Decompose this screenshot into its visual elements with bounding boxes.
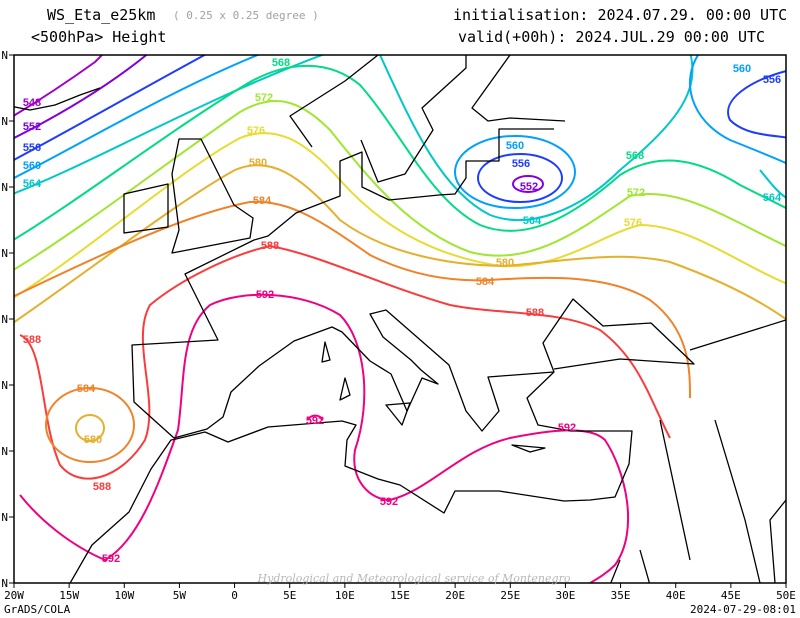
contour-labels: 548 552 556 560 564 588 568 572 576 580 … (23, 57, 782, 565)
contour-552-low (512, 175, 544, 193)
contour-564 (14, 55, 325, 195)
lon-tick-label: 50E (776, 589, 796, 602)
longitude-axis: 20W 15W 10W 5W 0 5E 10E 15E 20E 25E 30E 35E 40E 45E 50… (4, 583, 796, 602)
contour-label: 548 (23, 97, 41, 109)
contour-label: 556 (763, 74, 781, 86)
contour-556-ne (727, 70, 786, 139)
initialisation-time: initialisation: 2024.07.29. 00:00 UTC (453, 6, 787, 24)
contour-label: 584 (253, 195, 272, 207)
contour-label: 564 (523, 215, 542, 227)
contour-label: 552 (520, 181, 538, 193)
contour-label: 592 (102, 553, 120, 565)
contour-label: 588 (261, 240, 279, 252)
contour-572 (14, 100, 786, 271)
lat-tick-label: N (1, 181, 8, 194)
lat-tick-label: N (1, 511, 8, 524)
contour-576 (14, 132, 786, 299)
lon-tick-label: 35E (611, 589, 631, 602)
contour-label: 576 (247, 125, 265, 137)
contour-label: 580 (249, 157, 267, 169)
contour-label: 592 (558, 422, 576, 434)
contour-584-closed (45, 387, 135, 463)
contour-label: 588 (526, 307, 544, 319)
contour-label: 576 (624, 217, 642, 229)
contour-592-small (307, 414, 323, 421)
lon-tick-label: 45E (721, 589, 741, 602)
contour-564-low (379, 55, 786, 221)
contour-label: 584 (476, 276, 495, 288)
lon-tick-label: 5E (283, 589, 296, 602)
lon-tick-label: 10W (114, 589, 134, 602)
contour-label: 588 (23, 334, 41, 346)
contour-label: 556 (512, 158, 530, 170)
lat-tick-label: N (1, 313, 8, 326)
coastlines (14, 55, 786, 583)
contour-label: 552 (23, 121, 41, 133)
contour-580 (14, 164, 786, 324)
contour-label: 588 (93, 481, 111, 493)
lat-tick-label: N (1, 379, 8, 392)
contour-label: 580 (84, 434, 102, 446)
latitude-axis: N N N N N N N N N (1, 49, 14, 590)
contour-584 (14, 200, 691, 399)
lon-tick-label: 15W (59, 589, 79, 602)
lon-tick-label: 15E (390, 589, 410, 602)
contour-592 (19, 293, 629, 583)
watermark: Hydrological and Meteorological service … (257, 572, 571, 585)
contour-552 (14, 55, 148, 140)
contour-560-low (454, 135, 576, 209)
contour-560-ne (689, 55, 786, 165)
lon-tick-label: 20E (445, 589, 465, 602)
lon-tick-label: 25E (500, 589, 520, 602)
contour-label: 560 (733, 63, 751, 75)
contour-568 (14, 64, 786, 241)
lon-tick-label: 5W (173, 589, 187, 602)
map-area (14, 55, 786, 583)
contour-556-low (477, 153, 563, 203)
software-credit: GrADS/COLA (4, 603, 71, 616)
lat-tick-label: N (1, 247, 8, 260)
contour-label: 572 (627, 187, 645, 199)
contours (14, 55, 786, 583)
model-name: WS_Eta_e25km (47, 6, 155, 24)
contour-548 (14, 55, 104, 117)
resolution: ( 0.25 x 0.25 degree ) (173, 9, 319, 22)
contour-label: 564 (23, 178, 42, 190)
contour-label: 560 (23, 160, 41, 172)
contour-588 (19, 244, 671, 480)
lat-tick-label: N (1, 445, 8, 458)
contour-label: 592 (256, 289, 274, 301)
contour-label: 572 (255, 92, 273, 104)
generation-timestamp: 2024-07-29-08:01 (690, 603, 796, 616)
lat-tick-label: N (1, 115, 8, 128)
lon-tick-label: 30E (555, 589, 575, 602)
valid-time: valid(+00h): 2024.JUL.29 00:00 UTC (458, 28, 765, 46)
lon-tick-label: 10E (335, 589, 355, 602)
contour-556 (14, 55, 207, 161)
contour-label: 580 (496, 257, 514, 269)
lat-tick-label: N (1, 577, 8, 590)
lon-tick-label: 20W (4, 589, 24, 602)
contour-label: 564 (763, 192, 782, 204)
lon-tick-label: 0 (231, 589, 238, 602)
contour-label: 592 (306, 415, 324, 427)
contour-label: 568 (272, 57, 290, 69)
contour-label: 556 (23, 142, 41, 154)
contour-label: 592 (380, 496, 398, 508)
contour-580-closed (75, 414, 105, 442)
contour-label: 560 (506, 140, 524, 152)
contour-label: 568 (626, 150, 644, 162)
lon-tick-label: 40E (666, 589, 686, 602)
field-name: <500hPa> Height (31, 28, 166, 46)
contour-label: 584 (77, 383, 96, 395)
contour-560 (14, 55, 261, 180)
lat-tick-label: N (1, 49, 8, 62)
